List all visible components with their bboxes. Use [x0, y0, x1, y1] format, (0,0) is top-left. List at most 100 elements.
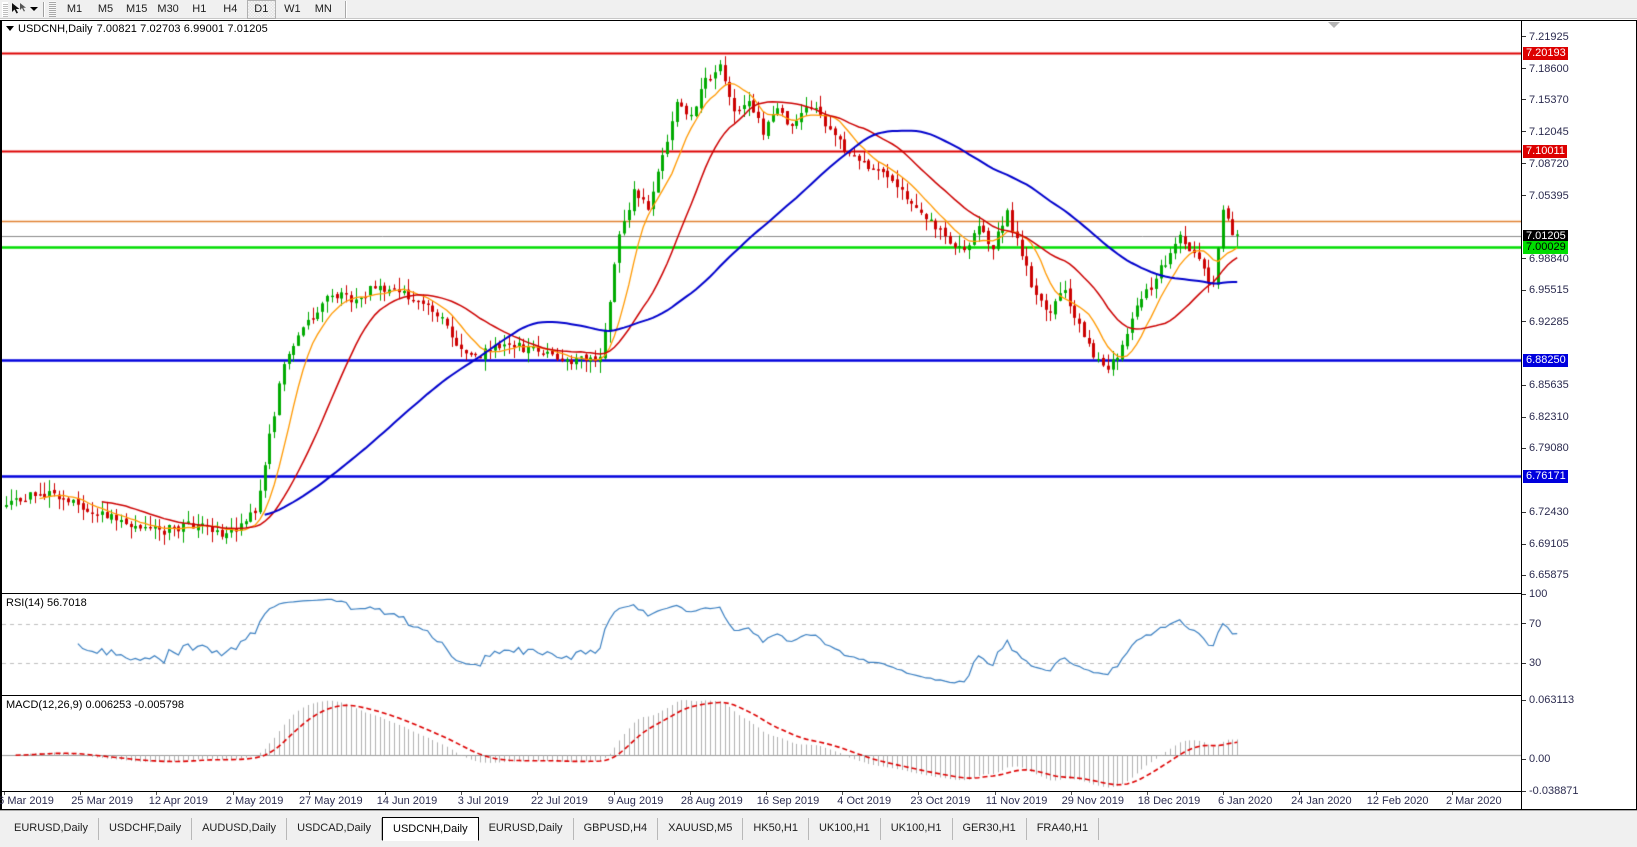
chart-tab-hk50-h1[interactable]: HK50,H1	[743, 818, 809, 840]
timeframe-mn[interactable]: MN	[314, 3, 332, 15]
rsi-tick: 100	[1522, 589, 1547, 600]
date-tick-label: 4 Oct 2019	[837, 795, 892, 807]
price-tick: 6.85635	[1522, 380, 1569, 391]
date-separator	[1223, 792, 1225, 795]
chart-header: USDCNH,Daily 7.00821 7.02703 6.99001 7.0…	[2, 21, 268, 36]
chart-tab-audusd-daily[interactable]: AUDUSD,Daily	[192, 818, 288, 840]
chart-tab-eurusd-daily[interactable]: EURUSD,Daily	[478, 818, 574, 840]
chart-tab-usdchf-daily[interactable]: USDCHF,Daily	[98, 818, 193, 840]
price-scale[interactable]: 7.21925 7.18600 7.15370 7.12045 7.08720 7.053…	[1521, 21, 1636, 809]
rsi-pane[interactable]: RSI(14) 56.7018	[2, 593, 1521, 693]
date-separator	[4, 792, 5, 795]
price-tick: 6.82310	[1522, 412, 1569, 423]
date-tick-label: 9 Aug 2019	[607, 795, 664, 807]
date-separator	[232, 792, 234, 795]
price-tick: 7.18600	[1522, 63, 1569, 75]
price-tick: 6.98840	[1522, 253, 1569, 265]
price-level-tag-red[interactable]: 7.10011	[1523, 145, 1567, 159]
chart-tab-fra40-h1[interactable]: FRA40,H1	[1026, 818, 1100, 840]
price-tick-label: 6.95515	[1529, 284, 1569, 297]
chart-window[interactable]: USDCNH,Daily 7.00821 7.02703 6.99001 7.0…	[0, 20, 1637, 810]
price-tick-label: 7.08720	[1529, 157, 1569, 170]
timeframe-h1[interactable]: H1	[192, 3, 207, 15]
chart-tab-xauusd-m5[interactable]: XAUUSD,M5	[658, 818, 744, 840]
chart-tab-uk100-h1[interactable]: UK100,H1	[880, 818, 953, 840]
date-tick-label: 12 Feb 2020	[1366, 795, 1429, 807]
date-tick-label: 27 May 2019	[298, 795, 363, 807]
price-tick: 6.79080	[1522, 443, 1569, 454]
price-pane[interactable]	[2, 21, 1521, 591]
price-tick-label: 6.72430	[1529, 506, 1569, 519]
timeframe-m30[interactable]: M30	[157, 3, 179, 15]
date-separator	[461, 792, 463, 795]
chart-tab-usdcad-daily[interactable]: USDCAD,Daily	[287, 818, 383, 840]
date-tick-label: 14 Jun 2019	[376, 795, 438, 807]
date-separator	[918, 792, 920, 795]
date-separator	[308, 792, 310, 795]
price-tick: 7.05395	[1522, 190, 1569, 202]
date-separator	[689, 792, 691, 795]
toolbar-separator	[43, 1, 45, 17]
price-tick: 6.69105	[1522, 539, 1569, 550]
date-separator	[1147, 792, 1148, 795]
macd-pane[interactable]: MACD(12,26,9) 0.006253 -0.005798	[2, 695, 1521, 810]
chart-tab-ger30-h1[interactable]: GER30,H1	[952, 818, 1027, 840]
chart-symbol-label: USDCNH,Daily	[18, 22, 93, 35]
date-tick-label: 29 Nov 2019	[1061, 795, 1124, 807]
price-tick-label: 7.15370	[1529, 93, 1569, 106]
date-separator	[1375, 792, 1377, 795]
time-scale[interactable]: 6 Mar 2019 25 Mar 2019 12 Apr 2019 2 May 20…	[0, 791, 1521, 809]
timeframe-m15[interactable]: M15	[126, 3, 148, 15]
crosshair-cursor-icon[interactable]	[9, 1, 27, 18]
price-level-tag-black[interactable]: 7.01205	[1523, 229, 1568, 243]
price-tick: 6.72430	[1522, 507, 1569, 518]
timeframe-w1[interactable]: W1	[284, 3, 301, 15]
macd-indicator-label: MACD(12,26,9) 0.006253 -0.005798	[6, 699, 184, 711]
cursor-dropdown-arrow-icon[interactable]	[27, 1, 40, 18]
price-tick: 6.92285	[1522, 315, 1569, 328]
date-tick-label: 6 Jan 2020	[1217, 795, 1273, 807]
chart-tab-gbpusd-h4[interactable]: GBPUSD,H4	[573, 818, 659, 840]
price-tick-label: 6.92285	[1529, 315, 1569, 328]
date-separator	[994, 792, 996, 795]
chart-tab-usdcnh-daily[interactable]: USDCNH,Daily	[382, 817, 479, 841]
date-tick-label: 2 May 2019	[225, 795, 284, 807]
triangle-down-icon[interactable]	[6, 26, 14, 31]
timeframe-h4[interactable]: H4	[223, 3, 238, 15]
price-tick-label: 6.69105	[1529, 538, 1569, 551]
toolbar-drag-handle[interactable]	[2, 1, 8, 17]
price-tick-label: 6.65875	[1529, 569, 1569, 582]
macd-tick-label: -0.038871	[1529, 785, 1579, 797]
date-tick-label: 11 Nov 2019	[985, 795, 1048, 807]
rsi-tick-label: 30	[1529, 657, 1542, 670]
date-tick-label: 12 Apr 2019	[148, 795, 209, 807]
price-tick-label: 7.12045	[1529, 125, 1569, 138]
rsi-canvas[interactable]	[2, 594, 1521, 693]
chart-tab-uk100-h1[interactable]: UK100,H1	[808, 818, 881, 840]
date-separator	[1299, 792, 1301, 795]
price-tick: 6.65875	[1522, 570, 1569, 581]
chart-ohlc-label: 7.00821 7.02703 6.99001 7.01205	[96, 22, 268, 35]
price-level-tag-red[interactable]: 7.20193	[1523, 47, 1568, 61]
timeframe-d1[interactable]: D1	[246, 0, 276, 19]
price-tick: 6.95515	[1522, 285, 1569, 296]
macd-canvas[interactable]	[2, 696, 1521, 792]
price-level-tag-green[interactable]: 7.00029	[1523, 241, 1568, 255]
chart-tab-eurusd-daily[interactable]: EURUSD,Daily	[4, 818, 99, 840]
date-tick-label: 22 Jul 2019	[530, 795, 588, 807]
price-tick-label: 7.21925	[1529, 30, 1569, 43]
date-tick-label: 16 Sep 2019	[756, 795, 820, 807]
price-candles-canvas[interactable]	[2, 21, 1521, 591]
timeframe-m1[interactable]: M1	[66, 3, 83, 15]
price-level-tag-blue[interactable]: 6.76171	[1523, 470, 1568, 484]
date-tick-label: 6 Mar 2019	[0, 795, 54, 807]
timeframe-m5[interactable]: M5	[97, 3, 114, 15]
price-level-tag-blue[interactable]: 6.88250	[1523, 354, 1568, 368]
date-tick-label: 18 Dec 2019	[1137, 795, 1201, 807]
chart-shift-marker-icon[interactable]	[1328, 22, 1340, 28]
top-toolbar: M1 M5 M15 M30 H1 H4 D1 W1 MN	[0, 0, 1637, 19]
macd-tick: -0.038871	[1522, 786, 1579, 797]
period-bar-drag-handle[interactable]	[49, 1, 56, 17]
date-tick-label: 23 Oct 2019	[910, 795, 971, 807]
date-separator	[766, 792, 767, 795]
